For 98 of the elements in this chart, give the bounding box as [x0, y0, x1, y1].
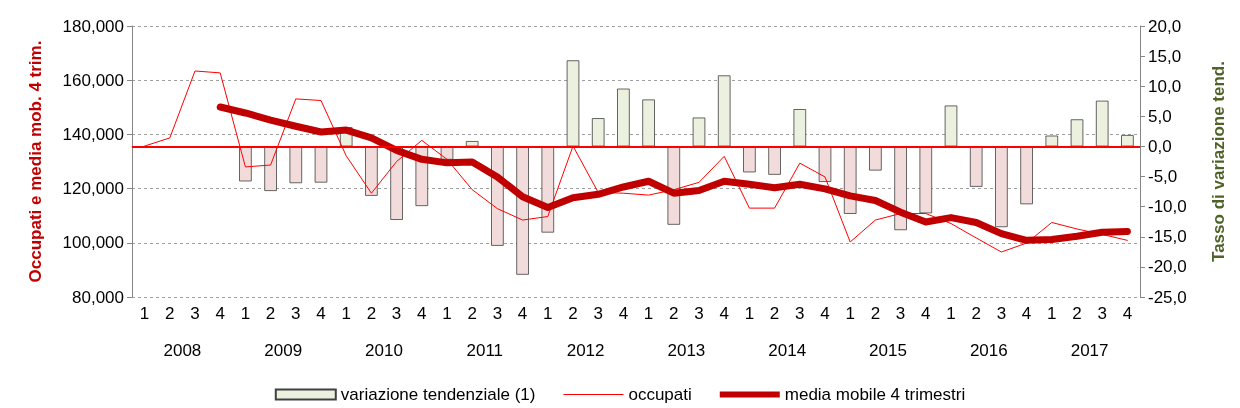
x-tick-label: 1	[341, 304, 351, 323]
bar	[491, 146, 504, 246]
x-tick-label: 4	[316, 304, 326, 323]
legend-label: variazione tendenziale (1)	[340, 385, 536, 404]
bar	[969, 146, 983, 187]
text: 2009	[264, 341, 303, 360]
x-tick-label: 2	[568, 304, 578, 323]
x-tick-label: 3	[694, 304, 704, 323]
x-tick-label: 1	[543, 304, 553, 323]
x-tick-label: 2	[870, 304, 881, 323]
bar	[692, 117, 706, 147]
x-tick-label: 3	[593, 304, 603, 323]
bar	[365, 146, 378, 196]
x-tick-label: 4	[1021, 304, 1032, 323]
text: 2015	[869, 341, 907, 360]
bar	[642, 99, 655, 147]
y-axis-title: Occupati e media mob. 4 trim.	[26, 40, 45, 283]
bar	[818, 146, 832, 182]
bar	[743, 146, 756, 173]
x-tick-label: 4	[820, 304, 830, 323]
x-tick-label: 4	[1122, 304, 1133, 323]
legend-label: occupati	[628, 385, 692, 404]
y2-tick-label: 20,0	[1148, 16, 1182, 36]
y-tick-label: 120,000	[62, 179, 124, 199]
bar	[1020, 146, 1033, 205]
y2-tick-label: -20,0	[1148, 257, 1187, 277]
x-tick-label: 3	[190, 304, 200, 323]
x-tick-label: 4	[618, 304, 629, 323]
bar	[919, 146, 933, 214]
x-tick-label: 4	[719, 304, 729, 323]
x-tick-label: 1	[1047, 304, 1057, 323]
x-tick-label: 2	[971, 304, 981, 323]
text: 2008	[163, 341, 202, 360]
text: 2010	[365, 341, 403, 360]
y2-tick-label: 15,0	[1148, 46, 1182, 66]
x-tick-label: 3	[492, 304, 503, 323]
y2-tick-label: 0,0	[1148, 136, 1172, 156]
y2-tick-label: 10,0	[1148, 76, 1182, 96]
x-tick-label: 3	[795, 304, 805, 323]
y2-tick-label: -10,0	[1148, 197, 1187, 217]
x-tick-label: 4	[921, 304, 931, 323]
x-tick-label: 3	[996, 304, 1007, 323]
bar	[995, 146, 1008, 228]
x-tick-label: 1	[946, 304, 956, 323]
bar	[264, 146, 277, 192]
bar	[314, 146, 328, 183]
x-tick-label: 1	[845, 304, 855, 323]
bar	[1121, 135, 1134, 147]
y-tick-label: 80,000	[72, 287, 124, 307]
bar	[289, 146, 303, 184]
y-tick-label: 100,000	[62, 233, 124, 253]
y-tick-label: 160,000	[62, 70, 124, 90]
x-tick-label: 1	[442, 304, 452, 323]
x-tick-label: 2	[467, 304, 477, 323]
x-tick-label: 2	[265, 304, 276, 323]
x-tick-label: 3	[895, 304, 906, 323]
bar	[944, 105, 958, 147]
x-tick-label: 1	[643, 304, 654, 323]
bar	[717, 75, 731, 147]
x-tick-label: 4	[417, 304, 427, 323]
bar	[591, 118, 605, 147]
text: 2014	[768, 341, 807, 360]
text: 2016	[969, 341, 1008, 360]
x-tick-label: 2	[366, 304, 377, 323]
x-tick-label: 1	[139, 304, 150, 323]
bar	[1045, 135, 1059, 147]
x-tick-label: 2	[769, 304, 780, 323]
text: 2013	[667, 341, 706, 360]
x-tick-label: 2	[165, 304, 175, 323]
y2-tick-label: -25,0	[1148, 287, 1187, 307]
x-tick-label: 2	[669, 304, 679, 323]
bar	[1095, 100, 1109, 147]
y2-axis-title: Tasso di variazione tend.	[1209, 61, 1228, 262]
x-tick-label: 4	[517, 304, 528, 323]
text: 2011	[466, 341, 504, 360]
y-tick-label: 180,000	[62, 16, 124, 36]
bar	[793, 109, 807, 147]
x-tick-label: 2	[1072, 304, 1082, 323]
bar	[1070, 119, 1084, 147]
bar	[465, 141, 479, 147]
x-tick-label: 4	[215, 304, 225, 323]
x-tick-label: 3	[291, 304, 301, 323]
y2-tick-label: -15,0	[1148, 227, 1187, 247]
bar	[617, 88, 630, 147]
y-tick-label: 140,000	[62, 124, 124, 144]
y2-tick-label: 5,0	[1148, 106, 1172, 126]
legend-label: media mobile 4 trimestri	[784, 385, 966, 404]
x-tick-label: 1	[744, 304, 755, 323]
bar	[768, 146, 781, 175]
text: 2012	[566, 341, 605, 360]
text: 2017	[1070, 341, 1109, 360]
y2-tick-label: -5,0	[1148, 167, 1178, 187]
x-tick-label: 3	[1097, 304, 1107, 323]
bar	[566, 60, 580, 147]
x-tick-label: 3	[391, 304, 402, 323]
bar	[869, 146, 882, 171]
x-tick-label: 1	[240, 304, 251, 323]
bar	[516, 146, 529, 275]
